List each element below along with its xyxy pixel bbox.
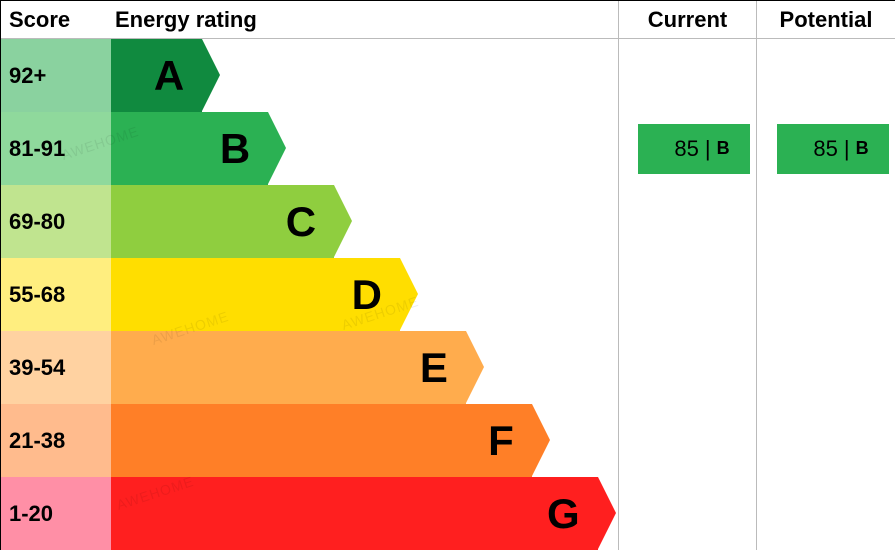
rating-bar-d: D: [111, 258, 400, 331]
rating-row-b: B: [111, 112, 618, 185]
header-current: Current: [619, 1, 757, 38]
separator: |: [844, 136, 850, 162]
current-indicator-score: 85: [674, 136, 698, 162]
score-range-a: 92+: [1, 39, 111, 112]
score-range-g: 1-20: [1, 477, 111, 550]
energy-rating-chart: Score Energy rating Current Potential 92…: [0, 0, 895, 550]
current-indicator: 85 | B: [638, 124, 750, 174]
score-column: 92+81-9169-8055-6839-5421-381-20: [1, 39, 111, 550]
rating-bar-e: E: [111, 331, 466, 404]
score-range-f: 21-38: [1, 404, 111, 477]
score-range-b: 81-91: [1, 112, 111, 185]
rating-row-a: A: [111, 39, 618, 112]
score-range-d: 55-68: [1, 258, 111, 331]
rating-bar-g: G: [111, 477, 598, 550]
header-row: Score Energy rating Current Potential: [1, 1, 895, 39]
rating-row-g: G: [111, 477, 618, 550]
rating-bar-a: A: [111, 39, 202, 112]
rating-row-d: D: [111, 258, 618, 331]
rating-bars-column: ABCDEFG: [111, 39, 619, 550]
header-potential: Potential: [757, 1, 895, 38]
rating-row-e: E: [111, 331, 618, 404]
potential-indicator-score: 85: [813, 136, 837, 162]
rating-bar-b: B: [111, 112, 268, 185]
rating-row-c: C: [111, 185, 618, 258]
separator: |: [705, 136, 711, 162]
rating-bar-c: C: [111, 185, 334, 258]
current-indicator-letter: B: [717, 138, 730, 159]
potential-indicator-letter: B: [856, 138, 869, 159]
header-score: Score: [1, 1, 111, 38]
header-energy-rating: Energy rating: [111, 1, 619, 38]
score-range-c: 69-80: [1, 185, 111, 258]
chart-body: 92+81-9169-8055-6839-5421-381-20 ABCDEFG…: [1, 39, 895, 550]
score-range-e: 39-54: [1, 331, 111, 404]
current-column: 85 | B: [619, 39, 757, 550]
rating-row-f: F: [111, 404, 618, 477]
potential-indicator: 85 | B: [777, 124, 889, 174]
potential-column: 85 | B: [757, 39, 895, 550]
rating-bar-f: F: [111, 404, 532, 477]
